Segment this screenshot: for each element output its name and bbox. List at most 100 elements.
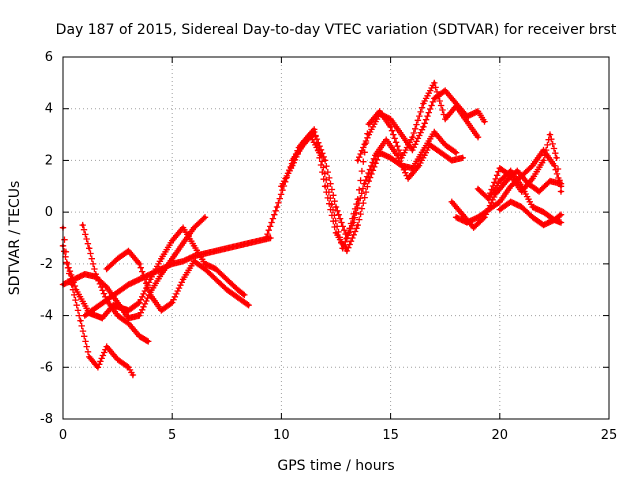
data-point xyxy=(421,125,425,129)
y-tick-label: -2 xyxy=(40,257,53,272)
data-point xyxy=(509,184,513,188)
data-point xyxy=(116,301,120,305)
data-point xyxy=(515,169,519,173)
grid-lines xyxy=(63,57,609,419)
data-point xyxy=(541,158,546,162)
series-markers xyxy=(79,221,152,345)
y-tick-label: -8 xyxy=(40,412,53,427)
x-tick-label: 10 xyxy=(273,428,290,443)
data-point xyxy=(242,293,246,297)
y-tick-label: 6 xyxy=(45,50,53,65)
data-point xyxy=(236,244,240,248)
data-point xyxy=(367,133,371,137)
data-point xyxy=(170,257,174,261)
data-point xyxy=(334,205,338,209)
y-tick-label: 2 xyxy=(45,153,53,168)
data-point xyxy=(214,277,218,281)
x-axis-label: GPS time / hours xyxy=(277,458,394,474)
data-point xyxy=(559,189,563,194)
data-point xyxy=(432,81,436,85)
data-point xyxy=(537,189,541,194)
data-point xyxy=(214,249,218,253)
y-tick-label: -6 xyxy=(40,360,53,375)
data-point xyxy=(181,241,185,245)
data-point xyxy=(181,259,185,263)
data-point xyxy=(203,262,207,266)
x-tick-label: 5 xyxy=(168,428,176,443)
x-tick-label: 25 xyxy=(601,428,618,443)
data-point xyxy=(83,314,87,318)
data-point xyxy=(410,166,414,170)
data-point xyxy=(552,218,557,222)
data-point xyxy=(362,182,366,186)
data-point xyxy=(384,138,388,142)
data-point xyxy=(356,223,360,227)
data-point xyxy=(367,122,371,126)
data-point xyxy=(301,143,305,147)
data-point xyxy=(406,176,410,181)
data-point xyxy=(203,251,207,256)
data-series xyxy=(59,79,565,379)
data-point xyxy=(432,130,436,134)
data-point xyxy=(192,244,196,248)
series-track-4 xyxy=(79,221,152,345)
data-point xyxy=(389,156,393,160)
data-point xyxy=(417,164,421,168)
data-point xyxy=(421,101,425,106)
data-point xyxy=(476,109,480,113)
data-point xyxy=(116,257,120,261)
data-point xyxy=(170,239,174,243)
chart-title: Day 187 of 2015, Sidereal Day-to-day VTE… xyxy=(56,22,617,38)
data-point xyxy=(432,96,436,100)
data-point xyxy=(225,246,229,250)
data-point xyxy=(137,314,141,318)
data-point xyxy=(439,151,443,155)
data-point xyxy=(96,365,100,369)
data-point xyxy=(454,215,458,219)
data-point xyxy=(520,205,524,209)
data-point xyxy=(170,262,174,266)
data-point xyxy=(552,164,557,168)
data-point xyxy=(159,257,163,261)
data-point xyxy=(203,267,207,271)
series-track-5 xyxy=(81,234,274,319)
data-point xyxy=(367,179,371,183)
data-point xyxy=(389,125,393,129)
data-point xyxy=(323,184,327,188)
tick-labels: 0 5 10 15 20 25 -8 -6 -4 -2 0 2 4 6 xyxy=(40,50,617,443)
data-point xyxy=(498,200,502,204)
data-point xyxy=(116,314,120,318)
data-point xyxy=(137,334,141,338)
data-point xyxy=(482,120,487,124)
data-point xyxy=(105,285,109,289)
data-point xyxy=(476,135,480,139)
data-point xyxy=(531,176,535,181)
data-point xyxy=(214,267,218,271)
x-tick-label: 15 xyxy=(382,428,399,443)
data-point xyxy=(148,272,152,276)
data-point xyxy=(531,215,535,219)
data-point xyxy=(399,156,404,160)
data-point xyxy=(105,298,109,302)
data-point xyxy=(105,345,109,349)
data-point xyxy=(450,200,454,204)
data-point xyxy=(487,195,491,199)
y-tick-label: 0 xyxy=(45,205,53,220)
data-point xyxy=(225,277,229,281)
data-point xyxy=(126,308,131,312)
data-point xyxy=(498,179,502,183)
data-point xyxy=(509,169,513,173)
x-tick-label: 0 xyxy=(59,428,67,443)
data-point xyxy=(323,158,327,162)
data-point xyxy=(87,246,91,250)
data-point xyxy=(345,249,349,253)
data-point xyxy=(70,282,74,287)
data-point xyxy=(356,197,360,201)
data-point xyxy=(170,301,174,305)
data-point xyxy=(555,156,559,160)
data-point xyxy=(345,236,349,240)
data-point xyxy=(399,133,404,137)
data-point xyxy=(541,223,546,227)
data-point xyxy=(131,373,135,377)
data-point xyxy=(192,259,196,263)
